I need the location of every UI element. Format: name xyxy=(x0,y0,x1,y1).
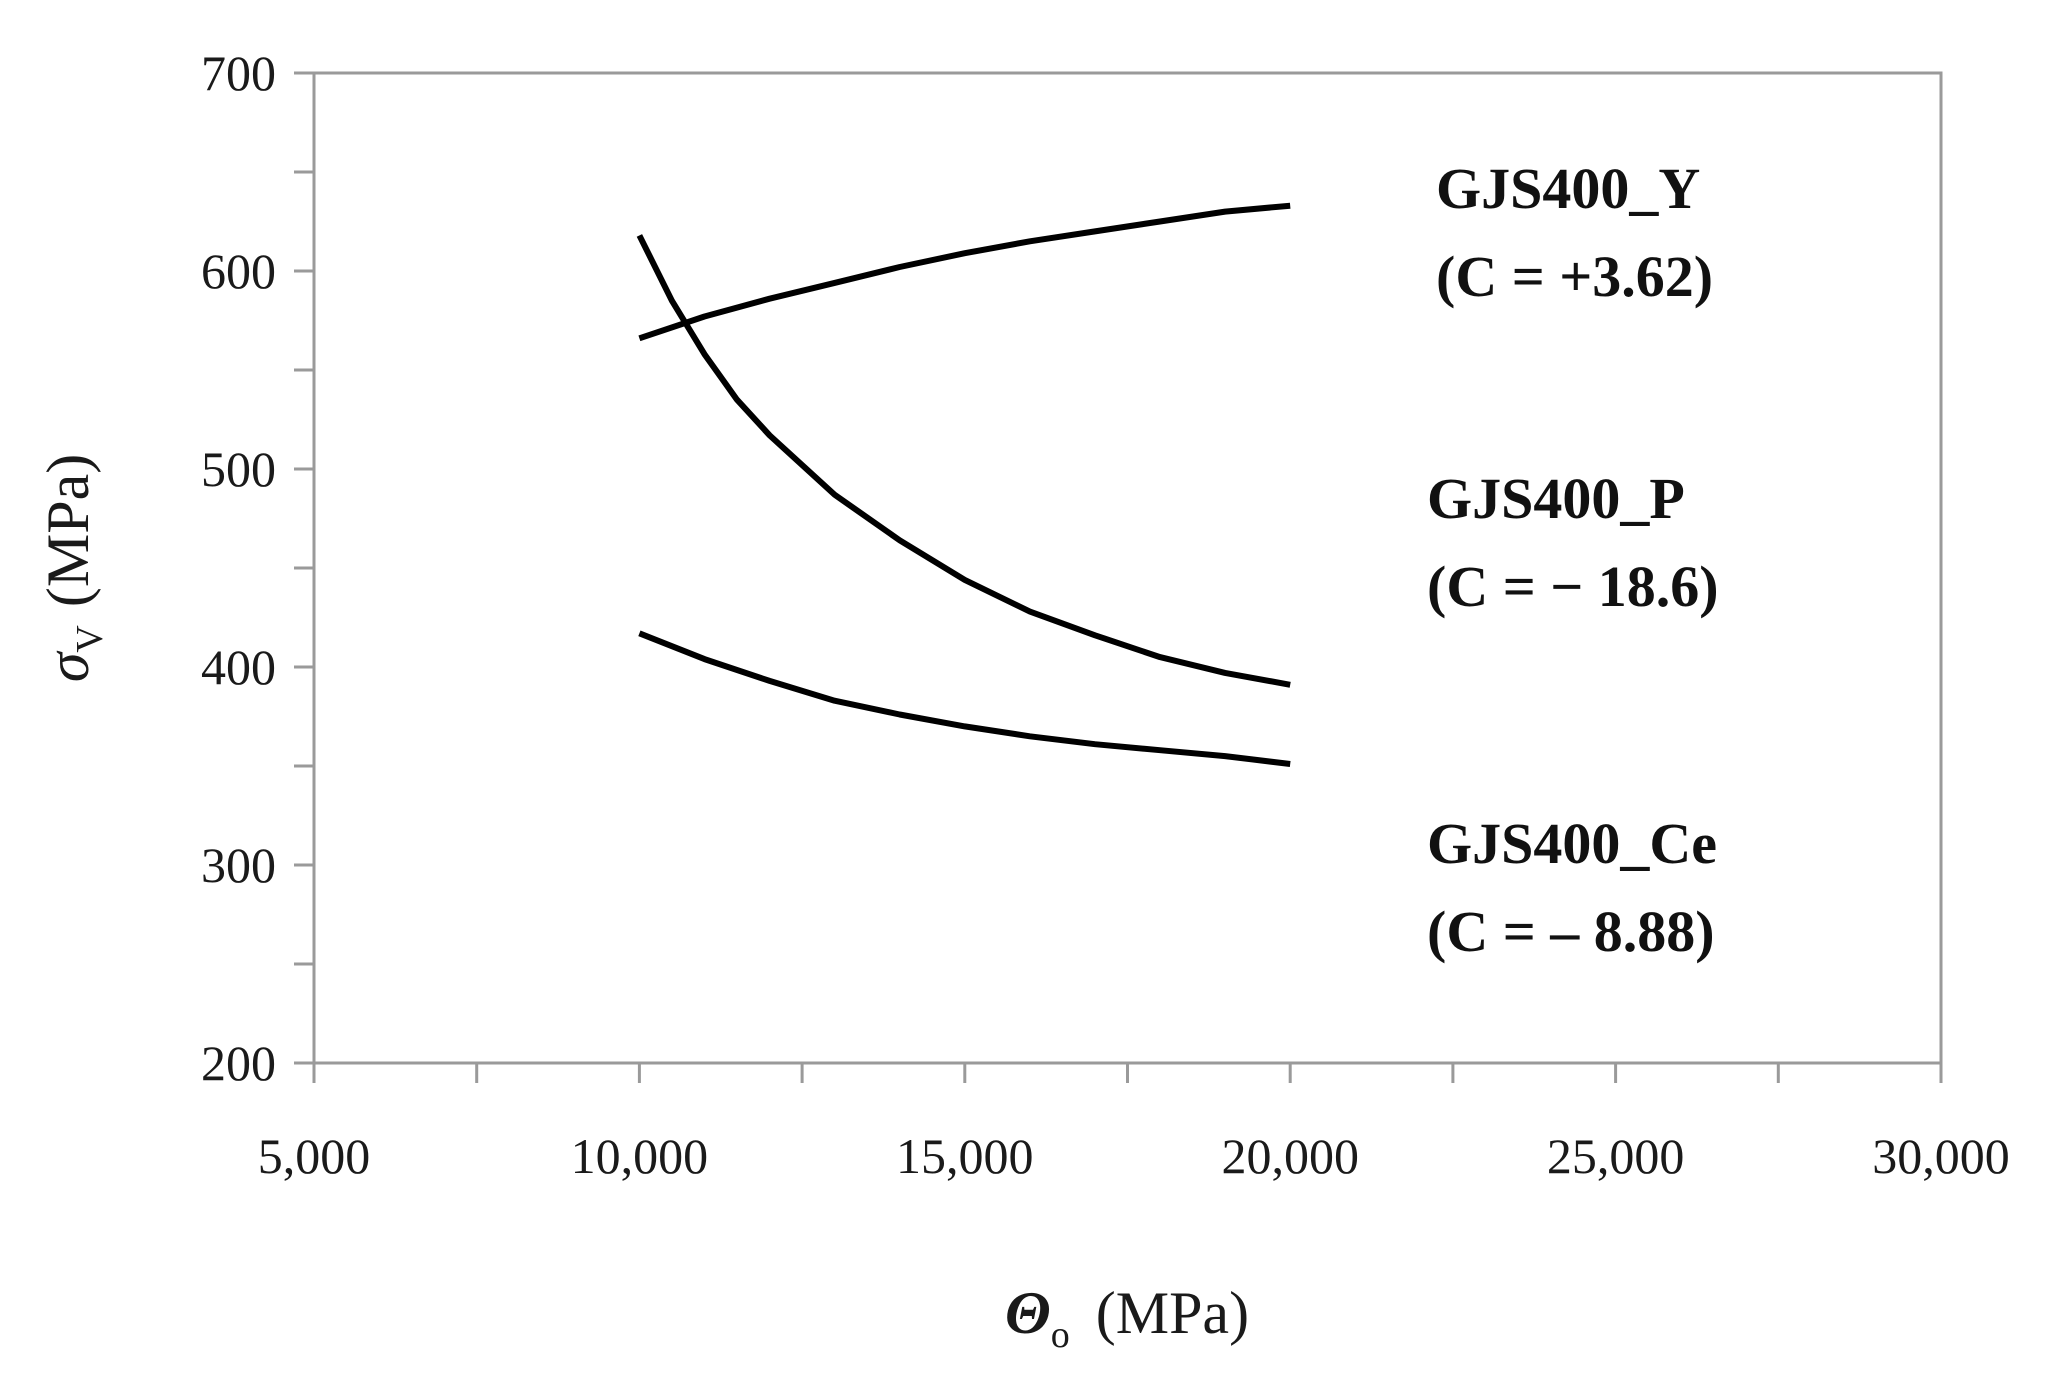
y-axis-ticks: 200 300 400 500 600 700 xyxy=(201,45,314,1091)
x-tick-label: 5,000 xyxy=(258,1128,371,1184)
series-label-p: GJS400_P xyxy=(1427,466,1685,531)
y-tick-label: 500 xyxy=(201,441,276,497)
x-tick-label: 10,000 xyxy=(571,1128,709,1184)
series-label-ce: GJS400_Ce xyxy=(1427,811,1717,876)
x-axis-unit: (MPa) xyxy=(1096,1280,1249,1346)
y-tick-label: 700 xyxy=(201,45,276,101)
series-line-3 xyxy=(638,630,1291,767)
y-axis-unit: (MPa) xyxy=(35,454,101,607)
y-tick-label: 200 xyxy=(201,1035,276,1091)
x-axis-symbol: Θ xyxy=(1005,1280,1051,1346)
series-line-1 xyxy=(638,202,1291,342)
y-axis-symbol: σ xyxy=(35,650,101,682)
x-axis-subscript: o xyxy=(1051,1314,1070,1356)
series-lines xyxy=(636,202,1291,767)
x-tick-label: 20,000 xyxy=(1221,1128,1359,1184)
y-tick-label: 300 xyxy=(201,837,276,893)
series-label-y: GJS400_Y xyxy=(1436,156,1700,221)
series-annotation-p: (C = − 18.6) xyxy=(1427,554,1719,619)
x-tick-label: 15,000 xyxy=(896,1128,1034,1184)
y-tick-label: 600 xyxy=(201,243,276,299)
x-axis-title: Θo (MPa) xyxy=(1005,1280,1249,1356)
series-annotation-y: (C = +3.62) xyxy=(1436,244,1713,309)
x-tick-label: 30,000 xyxy=(1872,1128,2010,1184)
y-tick-label: 400 xyxy=(201,639,276,695)
x-tick-label: 25,000 xyxy=(1547,1128,1685,1184)
y-axis-title: σV (MPa) xyxy=(35,454,111,682)
y-axis-subscript: V xyxy=(69,625,111,653)
series-annotation-ce: (C = – 8.88) xyxy=(1427,899,1715,964)
series-line-2 xyxy=(636,234,1291,688)
x-axis-ticks: 5,000 10,000 15,000 20,000 25,000 30,000 xyxy=(258,1063,2010,1184)
